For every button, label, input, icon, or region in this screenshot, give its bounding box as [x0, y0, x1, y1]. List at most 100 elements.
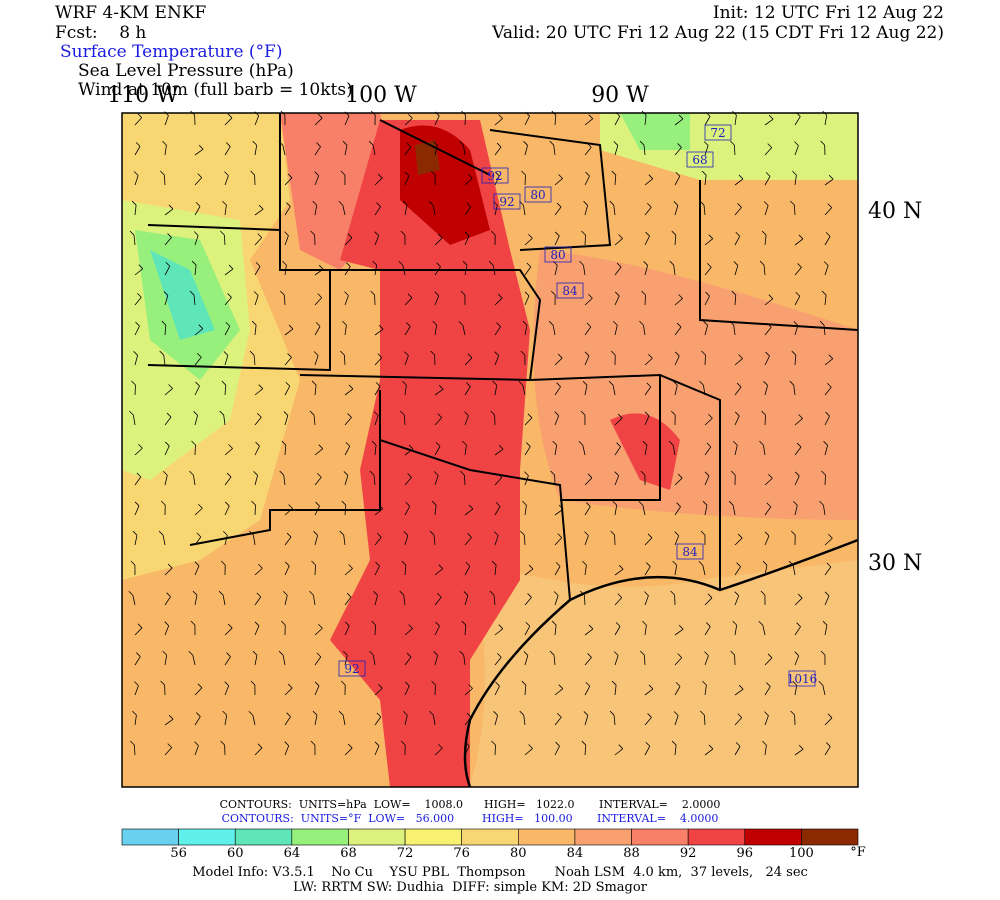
- wind-barb: [248, 710, 254, 716]
- wind-barb: [284, 741, 289, 746]
- wind-barb: [344, 237, 353, 246]
- wind-barb: [644, 178, 654, 186]
- wind-barb: [132, 595, 136, 606]
- wind-barb: [824, 474, 826, 486]
- wind-barb: [524, 568, 534, 576]
- wind-barb: [524, 115, 530, 126]
- wind-barb: [497, 473, 503, 478]
- wind-barb: [554, 745, 560, 756]
- wind-barb: [644, 411, 650, 417]
- wind-barb: [194, 206, 201, 216]
- wind-barb: [525, 621, 531, 627]
- wind-barb: [494, 506, 501, 516]
- wind-barb: [614, 626, 621, 636]
- wind-barb: [558, 174, 563, 179]
- wind-barb: [164, 237, 172, 246]
- wind-barb: [344, 115, 350, 126]
- wind-barb: [827, 203, 833, 208]
- wind-barb: [494, 351, 499, 356]
- wind-barb: [314, 297, 323, 306]
- wind-barb: [432, 205, 436, 216]
- wind-barb: [824, 207, 833, 216]
- wind-barb: [736, 562, 741, 567]
- wind-barb: [342, 140, 348, 146]
- wind-barb: [378, 324, 384, 330]
- wind-barb: [584, 146, 592, 156]
- wind-barb: [613, 205, 616, 216]
- wind-barb: [738, 174, 744, 180]
- wind-barb: [314, 564, 316, 576]
- wind-barb: [374, 265, 378, 276]
- wind-barb: [464, 177, 473, 186]
- field-label: Wind at 10m (full barb = 10kts): [78, 80, 353, 100]
- wind-barb: [137, 623, 143, 629]
- wind-barb: [467, 533, 472, 538]
- colorbar-label: 92: [680, 846, 697, 861]
- wind-barb: [614, 475, 620, 486]
- wind-barb: [734, 595, 740, 606]
- warm-area: [533, 250, 858, 520]
- wind-barb: [644, 746, 651, 756]
- colorbar-label: 60: [227, 846, 244, 861]
- wind-barb: [678, 624, 684, 630]
- wind-barb: [498, 444, 504, 450]
- wind-barb: [462, 260, 468, 266]
- wind-barb: [494, 205, 498, 216]
- wind-barb: [794, 748, 804, 756]
- wind-barb: [549, 650, 555, 656]
- wind-barb: [254, 237, 263, 246]
- wind-barb: [668, 440, 674, 446]
- wind-barb: [318, 444, 324, 449]
- wind-barb: [228, 444, 233, 449]
- wind-barb: [494, 715, 498, 726]
- wind-barb: [404, 351, 409, 356]
- wind-barb: [674, 205, 679, 216]
- wind-barb: [374, 328, 384, 336]
- wind-barb: [764, 477, 773, 486]
- wind-barb: [614, 291, 620, 297]
- wind-barb: [249, 350, 255, 356]
- wind-barb: [618, 744, 624, 749]
- wind-barb: [827, 382, 832, 388]
- wind-barb: [554, 115, 557, 126]
- lon-label: 110 W: [107, 83, 179, 108]
- wind-barb: [643, 325, 646, 336]
- wind-barb: [461, 620, 467, 626]
- wind-barb: [494, 628, 504, 636]
- wind-barb: [312, 200, 317, 206]
- wind-barb: [314, 505, 320, 516]
- wind-barb: [374, 745, 380, 756]
- wind-barb: [584, 745, 587, 756]
- wind-barb: [434, 568, 444, 576]
- wind-barb: [674, 657, 683, 666]
- wind-barb: [614, 748, 624, 756]
- wind-barb: [198, 144, 204, 150]
- wind-barb: [463, 474, 466, 486]
- wind-barb: [614, 266, 622, 276]
- wind-barb: [824, 115, 828, 126]
- wind-barb: [375, 561, 380, 567]
- wind-barb: [258, 563, 263, 569]
- wind-barb: [194, 741, 199, 746]
- wind-barb: [494, 171, 500, 177]
- wind-barb: [824, 295, 827, 306]
- wind-barb: [134, 146, 141, 156]
- wind-barb: [674, 477, 683, 486]
- wind-barb: [828, 174, 834, 180]
- wind-barb: [462, 325, 466, 336]
- colorbar-box: [348, 828, 406, 846]
- wind-barb: [704, 266, 712, 276]
- wind-barb: [494, 175, 500, 186]
- wind-barb: [433, 471, 439, 476]
- wind-barb: [642, 505, 646, 516]
- wind-barb: [704, 655, 709, 666]
- map-frame: [121, 112, 859, 788]
- wind-barb: [408, 624, 413, 629]
- wind-barb: [524, 471, 529, 476]
- wind-barb: [639, 140, 645, 146]
- wind-barb: [647, 713, 652, 718]
- wind-barb: [314, 681, 320, 687]
- wind-barb: [672, 445, 676, 456]
- wind-barb: [614, 446, 621, 456]
- wind-barb: [557, 353, 563, 359]
